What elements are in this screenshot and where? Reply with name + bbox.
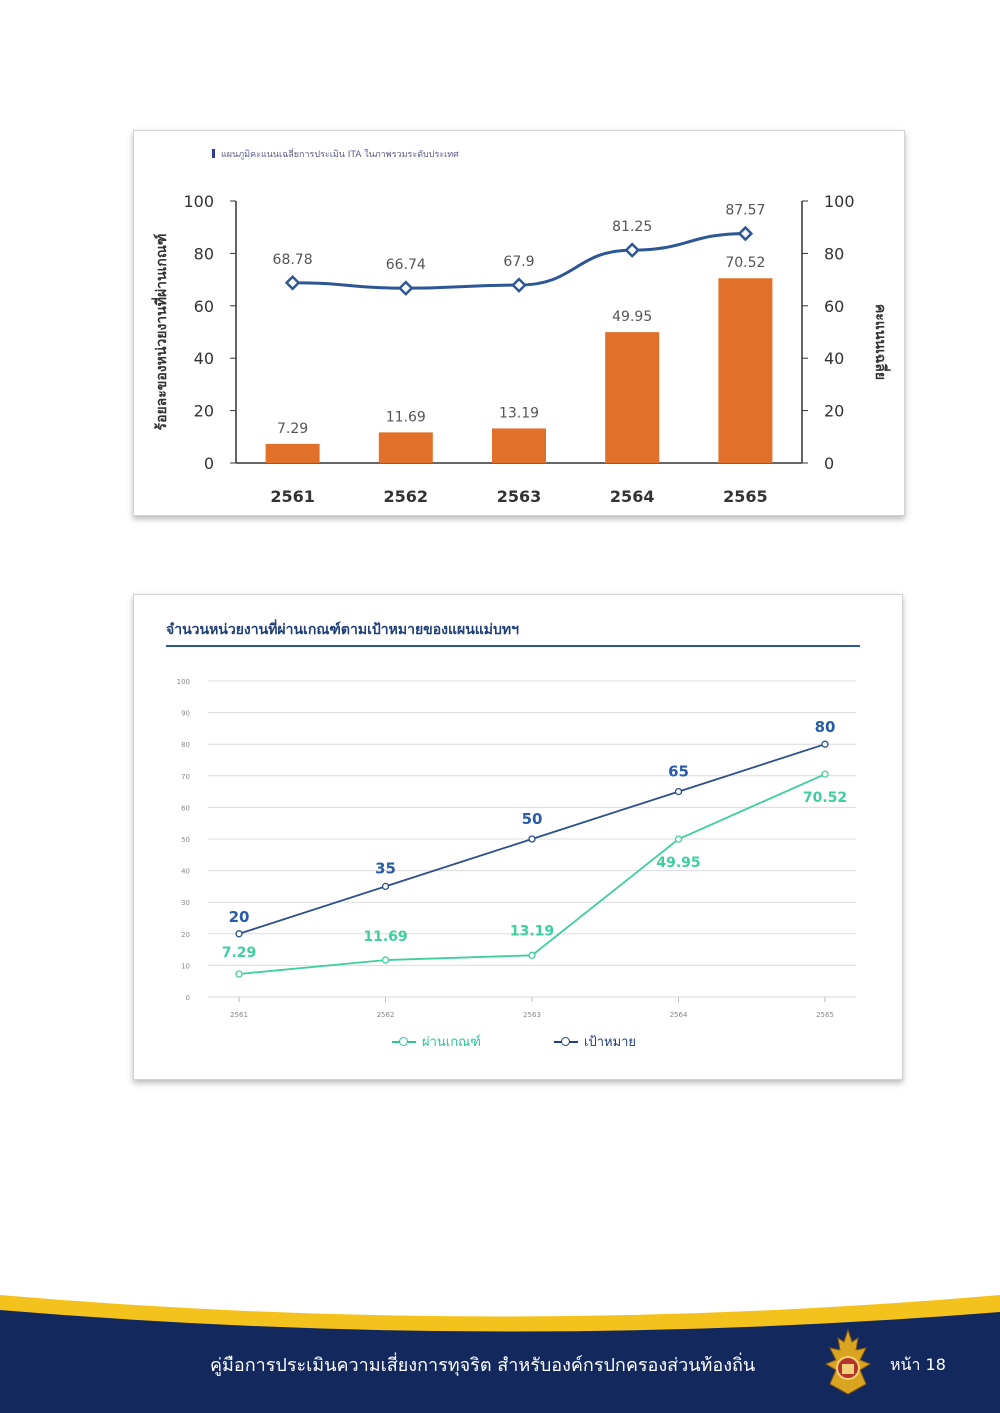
- chart1-title: แผนภูมิคะแนนเฉลี่ยการประเมิน ITA ในภาพรว…: [212, 147, 459, 161]
- page-footer: คู่มือการประเมินความเสี่ยงการทุจริต สำหร…: [0, 1290, 1000, 1413]
- pass-point: [528, 951, 536, 959]
- bar: [265, 443, 320, 463]
- chart1-title-text: แผนภูมิคะแนนเฉลี่ยการประเมิน ITA ในภาพรว…: [221, 150, 459, 160]
- title-divider: [166, 645, 860, 647]
- left-tick-label: 100: [183, 192, 214, 211]
- line-value-label: 67.9: [503, 254, 534, 270]
- line-value-label: 81.25: [612, 219, 652, 235]
- target-point: [674, 787, 683, 796]
- line-point: [398, 280, 414, 296]
- right-tick-label: 20: [824, 402, 844, 421]
- footer-navy-wave: [0, 1310, 1000, 1413]
- right-tick-label: 80: [824, 244, 844, 263]
- bar-value-label: 11.69: [386, 409, 426, 425]
- y-tick-label: 0: [186, 994, 190, 1002]
- pass-point: [381, 956, 390, 964]
- x-tick-label: 2561: [230, 1011, 248, 1019]
- target-point: [821, 740, 829, 748]
- pass-point: [674, 835, 683, 843]
- bar-value-label: 7.29: [277, 421, 308, 437]
- target-value-label: 80: [815, 718, 836, 736]
- y-tick-label: 100: [177, 678, 190, 686]
- department-emblem-icon: [822, 1328, 874, 1398]
- y-tick-label: 80: [181, 741, 190, 749]
- x-tick-label: 2564: [670, 1011, 688, 1019]
- right-tick-label: 100: [824, 192, 855, 211]
- bar: [492, 428, 546, 463]
- target-value-label: 20: [229, 908, 250, 926]
- legend-pass-label: ผ่านเกณฑ์: [422, 1035, 481, 1050]
- y-tick-label: 60: [181, 804, 190, 812]
- ita-score-chart-card: แผนภูมิคะแนนเฉลี่ยการประเมิน ITA ในภาพรว…: [133, 130, 905, 516]
- x-tick-label: 2561: [270, 487, 315, 506]
- left-tick-label: 80: [194, 244, 214, 263]
- title-bullet-icon: [212, 149, 215, 158]
- x-tick-label: 2563: [497, 487, 542, 506]
- x-tick-label: 2565: [723, 487, 768, 506]
- pass-value-label: 49.95: [656, 855, 700, 871]
- line-point: [737, 225, 754, 242]
- y-tick-label: 50: [181, 836, 190, 844]
- bar-value-label: 70.52: [725, 255, 765, 271]
- y-tick-label: 10: [181, 962, 190, 970]
- pass-value-label: 11.69: [363, 929, 407, 945]
- target-point: [235, 930, 243, 938]
- bar: [605, 332, 660, 463]
- bar: [718, 278, 773, 463]
- right-tick-label: 0: [824, 454, 834, 473]
- left-tick-label: 0: [204, 454, 214, 473]
- target-point: [528, 835, 536, 843]
- pass-value-label: 13.19: [510, 923, 554, 939]
- left-tick-label: 40: [194, 349, 214, 368]
- bar-value-label: 49.95: [612, 309, 652, 325]
- legend-item-pass: ผ่านเกณฑ์: [392, 1031, 481, 1052]
- bar-value-label: 13.19: [499, 405, 539, 421]
- y-tick-label: 90: [181, 710, 190, 718]
- legend-target-marker-icon: [554, 1036, 578, 1047]
- footer-manual-title: คู่มือการประเมินความเสี่ยงการทุจริต สำหร…: [210, 1355, 756, 1376]
- x-tick-label: 2563: [523, 1011, 541, 1019]
- line-point: [624, 242, 640, 258]
- chart1-plot: 0 0 20 20 40 40 60 60 80 80 100 100 ร้อยละของหน่วยงา…: [151, 192, 891, 506]
- left-axis-title: ร้อยละของหน่วยงานที่ผ่านเกณฑ์: [151, 234, 170, 431]
- footer-band: [0, 1295, 1000, 1413]
- target-value-label: 65: [668, 763, 689, 781]
- x-tick-label: 2562: [377, 1011, 395, 1019]
- right-tick-label: 40: [824, 349, 844, 368]
- page-number: หน้า 18: [890, 1355, 946, 1374]
- line-point: [284, 275, 301, 291]
- legend-target-label: เป้าหมาย: [584, 1035, 637, 1050]
- target-point: [381, 882, 390, 891]
- target-value-label: 50: [522, 810, 543, 828]
- y-tick-label: 30: [181, 899, 190, 907]
- right-axis-title: คะแนนเฉลี่ย: [872, 304, 891, 380]
- left-tick-label: 20: [194, 402, 214, 421]
- right-tick-label: 60: [824, 297, 844, 316]
- x-tick-label: 2565: [816, 1011, 834, 1019]
- legend-item-target: เป้าหมาย: [554, 1031, 636, 1052]
- line-value-label: 66.74: [386, 257, 426, 273]
- pass-point: [235, 970, 243, 978]
- x-tick-label: 2564: [610, 487, 655, 506]
- target-chart-card: จำนวนหน่วยงานที่ผ่านเกณฑ์ตามเป้าหมายของแ…: [133, 594, 903, 1080]
- chart2-title: จำนวนหน่วยงานที่ผ่านเกณฑ์ตามเป้าหมายของแ…: [166, 622, 520, 638]
- pass-point: [821, 770, 829, 778]
- line-value-label: 68.78: [273, 252, 313, 268]
- y-tick-label: 70: [181, 773, 190, 781]
- target-value-label: 35: [375, 859, 396, 877]
- legend-pass-marker-icon: [392, 1036, 416, 1047]
- line-value-label: 87.57: [725, 203, 765, 219]
- y-tick-label: 20: [181, 931, 190, 939]
- pass-value-label: 70.52: [803, 790, 847, 806]
- left-tick-label: 60: [194, 297, 214, 316]
- y-tick-label: 40: [181, 868, 190, 876]
- line-point: [511, 277, 527, 293]
- bar: [378, 432, 433, 463]
- chart2-plot: 0 10 20 30 40 50 60 70 80 90 100 2561 2562 2563 2564 25…: [177, 678, 856, 1019]
- pass-value-label: 7.29: [222, 945, 257, 961]
- x-tick-label: 2562: [384, 487, 429, 506]
- pass-line: [238, 773, 826, 975]
